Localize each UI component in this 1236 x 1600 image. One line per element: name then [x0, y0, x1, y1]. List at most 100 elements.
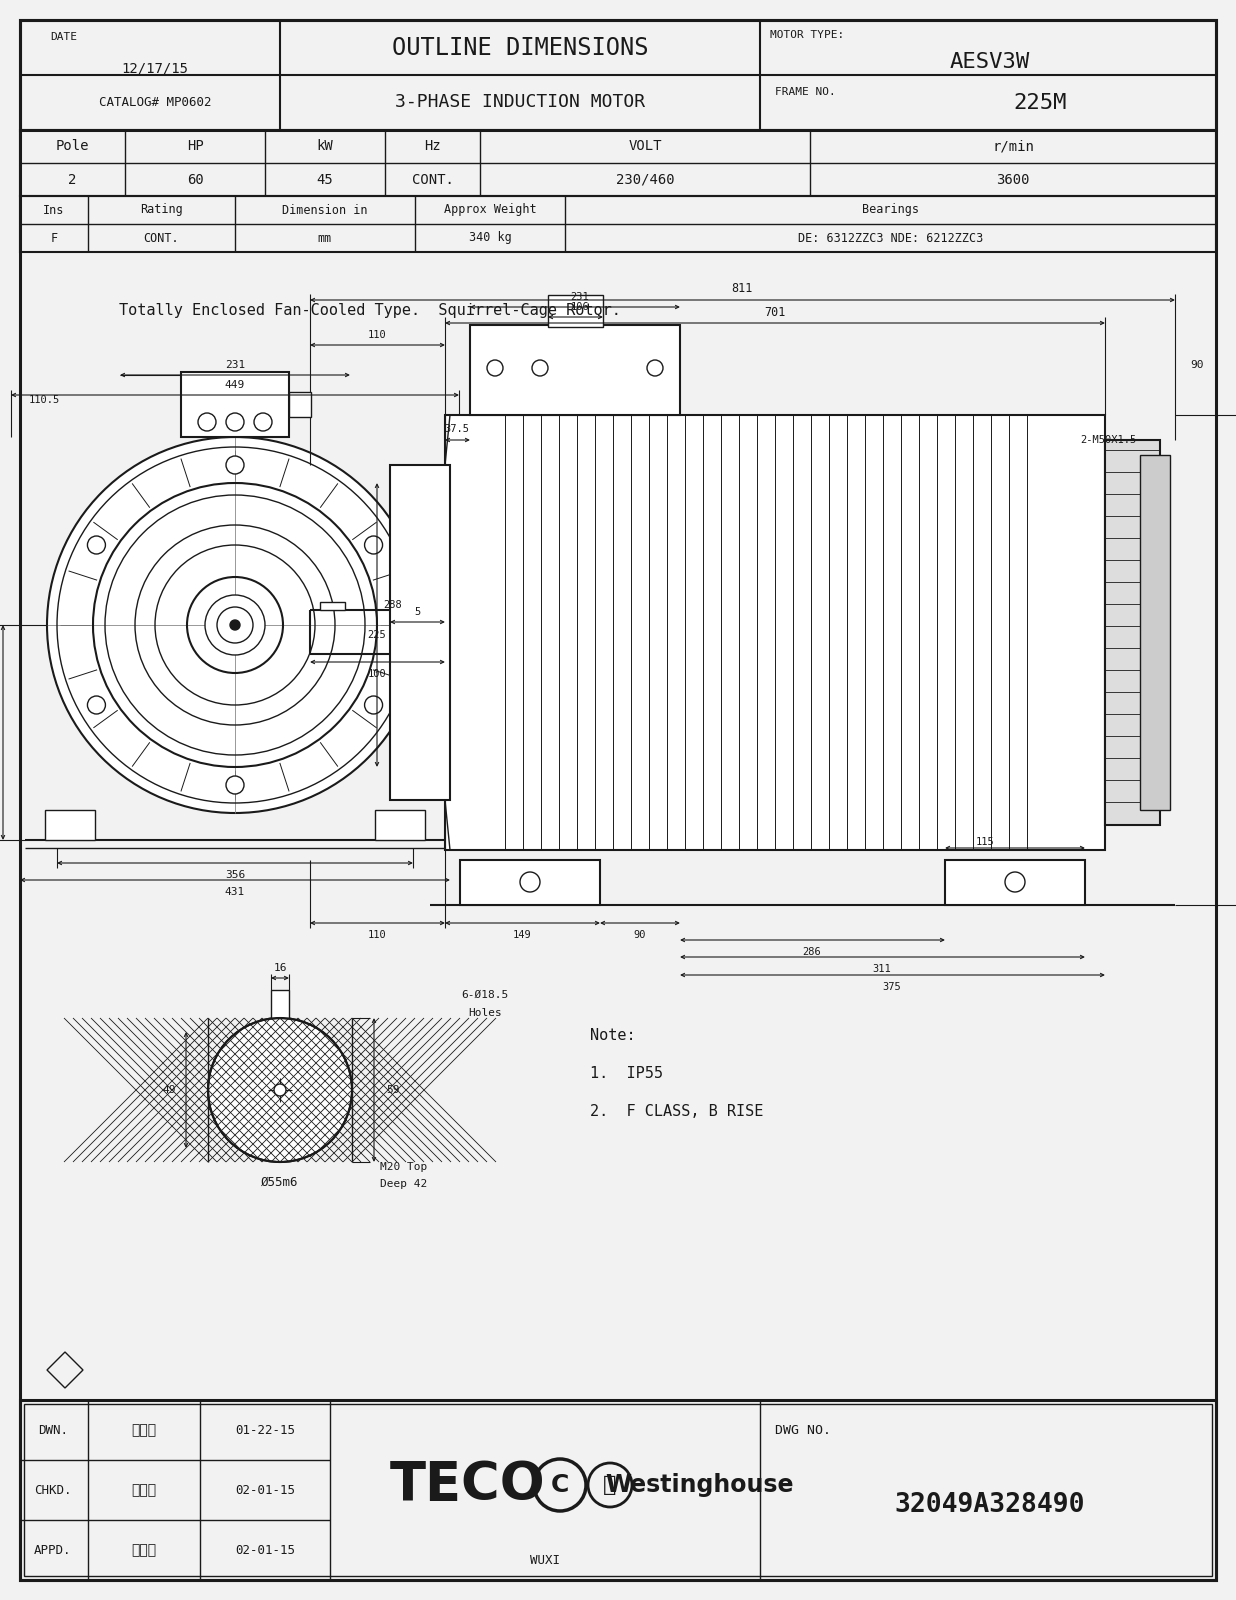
Bar	[289, 392, 311, 418]
Text: 811: 811	[732, 283, 753, 296]
Bar	[391, 466, 450, 800]
Text: HP: HP	[187, 139, 204, 154]
Circle shape	[88, 696, 105, 714]
Text: WUXI: WUXI	[530, 1554, 560, 1566]
Text: 6-Ø18.5: 6-Ø18.5	[461, 990, 509, 1000]
Text: 225: 225	[367, 630, 386, 640]
Text: CATALOG# MP0602: CATALOG# MP0602	[99, 96, 211, 109]
Text: 90: 90	[1190, 360, 1204, 370]
Text: DE: 6312ZZC3 NDE: 6212ZZC3: DE: 6312ZZC3 NDE: 6212ZZC3	[798, 232, 983, 245]
Text: 231: 231	[225, 360, 245, 370]
Text: VOLT: VOLT	[628, 139, 661, 154]
Text: Ins: Ins	[43, 203, 64, 216]
Text: DWN.: DWN.	[38, 1424, 68, 1437]
Text: 311: 311	[873, 963, 891, 974]
Bar	[180, 371, 289, 437]
Circle shape	[531, 360, 548, 376]
Bar	[1105, 440, 1161, 826]
Text: 701: 701	[764, 306, 786, 318]
Bar	[460, 861, 599, 906]
Circle shape	[1005, 872, 1025, 893]
Bar	[20, 19, 1216, 130]
Circle shape	[646, 360, 662, 376]
Text: 12/17/15: 12/17/15	[121, 61, 189, 75]
Circle shape	[487, 360, 503, 376]
Text: 49: 49	[162, 1085, 176, 1094]
Text: 340 kg: 340 kg	[468, 232, 512, 245]
Text: Pole: Pole	[56, 139, 89, 154]
Circle shape	[47, 437, 423, 813]
Bar	[23, 1405, 1213, 1576]
Text: Dimension in: Dimension in	[282, 203, 368, 216]
Text: 449: 449	[225, 379, 245, 390]
Text: AESV3W: AESV3W	[950, 51, 1030, 72]
Text: 60: 60	[187, 173, 204, 187]
Bar	[44, 810, 95, 840]
Bar	[1140, 454, 1170, 810]
Text: F: F	[51, 232, 58, 245]
Bar	[375, 810, 425, 840]
Text: 16: 16	[273, 963, 287, 973]
Circle shape	[365, 696, 383, 714]
Text: Westinghouse: Westinghouse	[606, 1474, 795, 1498]
Circle shape	[365, 536, 383, 554]
Text: 郭取良: 郭取良	[131, 1483, 157, 1498]
Text: Bearings: Bearings	[861, 203, 920, 216]
Text: 225M: 225M	[1014, 93, 1067, 114]
Text: 37.5: 37.5	[445, 424, 470, 434]
Text: Ø55m6: Ø55m6	[261, 1176, 299, 1189]
Text: 01-22-15: 01-22-15	[235, 1424, 295, 1437]
Circle shape	[226, 413, 243, 430]
Circle shape	[255, 413, 272, 430]
Text: 32049A328490: 32049A328490	[895, 1491, 1085, 1518]
Text: Hz: Hz	[424, 139, 441, 154]
Text: 110: 110	[367, 930, 387, 939]
Text: 3-PHASE INDUCTION MOTOR: 3-PHASE INDUCTION MOTOR	[396, 93, 645, 110]
Text: Approx Weight: Approx Weight	[444, 203, 536, 216]
Text: kW: kW	[316, 139, 334, 154]
Text: FRAME NO.: FRAME NO.	[775, 86, 836, 98]
Text: CONT.: CONT.	[143, 232, 179, 245]
Circle shape	[208, 1018, 352, 1162]
Circle shape	[520, 872, 540, 893]
Text: Rating: Rating	[140, 203, 183, 216]
Text: 356: 356	[225, 870, 245, 880]
Text: M20 Top: M20 Top	[379, 1162, 428, 1171]
Text: C: C	[551, 1474, 570, 1498]
Text: 288: 288	[383, 600, 402, 610]
Bar	[320, 602, 345, 610]
Text: 149: 149	[513, 930, 531, 939]
Text: 2-M50X1.5: 2-M50X1.5	[1080, 435, 1136, 445]
Text: 1.  IP55: 1. IP55	[590, 1066, 662, 1080]
Circle shape	[205, 595, 265, 654]
Bar	[548, 294, 603, 326]
Text: CONT.: CONT.	[412, 173, 454, 187]
Text: 2.  F CLASS, B RISE: 2. F CLASS, B RISE	[590, 1104, 764, 1118]
Text: Holes: Holes	[468, 1008, 502, 1018]
Text: 115: 115	[975, 837, 995, 846]
Bar	[445, 414, 1105, 850]
Text: mm: mm	[318, 232, 332, 245]
Circle shape	[198, 413, 216, 430]
Text: DATE: DATE	[49, 32, 77, 42]
Circle shape	[88, 536, 105, 554]
Text: 375: 375	[883, 982, 901, 992]
Text: 106: 106	[571, 302, 590, 312]
Text: OUTLINE DIMENSIONS: OUTLINE DIMENSIONS	[392, 35, 648, 59]
Text: 110: 110	[367, 330, 387, 341]
Text: 胡士金: 胡士金	[131, 1542, 157, 1557]
Text: 59: 59	[386, 1085, 399, 1094]
Text: 231: 231	[571, 291, 590, 302]
Bar	[20, 1400, 1216, 1581]
Text: 90: 90	[634, 930, 646, 939]
Circle shape	[230, 619, 240, 630]
Text: Totally Enclosed Fan-Cooled Type.  Squirrel-Cage Rotor.: Totally Enclosed Fan-Cooled Type. Squirr…	[119, 302, 620, 317]
Text: MOTOR TYPE:: MOTOR TYPE:	[770, 30, 844, 40]
Bar	[470, 325, 680, 414]
Text: r/min: r/min	[993, 139, 1035, 154]
Text: Deep 42: Deep 42	[379, 1179, 428, 1189]
Bar	[946, 861, 1085, 906]
Text: 3600: 3600	[996, 173, 1030, 187]
Text: TECO: TECO	[391, 1459, 545, 1510]
Text: 431: 431	[225, 886, 245, 898]
